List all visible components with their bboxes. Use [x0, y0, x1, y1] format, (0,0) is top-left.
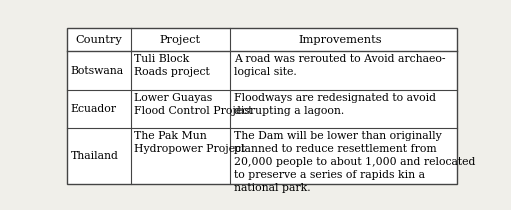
Text: Project: Project: [159, 35, 201, 45]
Text: The Dam will be lower than originally
planned to reduce resettlement from
20,000: The Dam will be lower than originally pl…: [234, 131, 475, 193]
Text: Tuli Block
Roads project: Tuli Block Roads project: [134, 54, 210, 77]
Text: Country: Country: [76, 35, 122, 45]
Text: The Pak Mun
Hydropower Project: The Pak Mun Hydropower Project: [134, 131, 246, 154]
Text: Ecuador: Ecuador: [71, 104, 117, 114]
Text: Lower Guayas
Flood Control Project: Lower Guayas Flood Control Project: [134, 93, 253, 116]
Text: Floodways are redesignated to avoid
disrupting a lagoon.: Floodways are redesignated to avoid disr…: [234, 93, 435, 116]
Text: A road was rerouted to Avoid archaeo-
logical site.: A road was rerouted to Avoid archaeo- lo…: [234, 54, 445, 77]
Text: Botswana: Botswana: [71, 66, 124, 76]
Text: Thailand: Thailand: [71, 151, 119, 161]
Text: Improvements: Improvements: [298, 35, 382, 45]
